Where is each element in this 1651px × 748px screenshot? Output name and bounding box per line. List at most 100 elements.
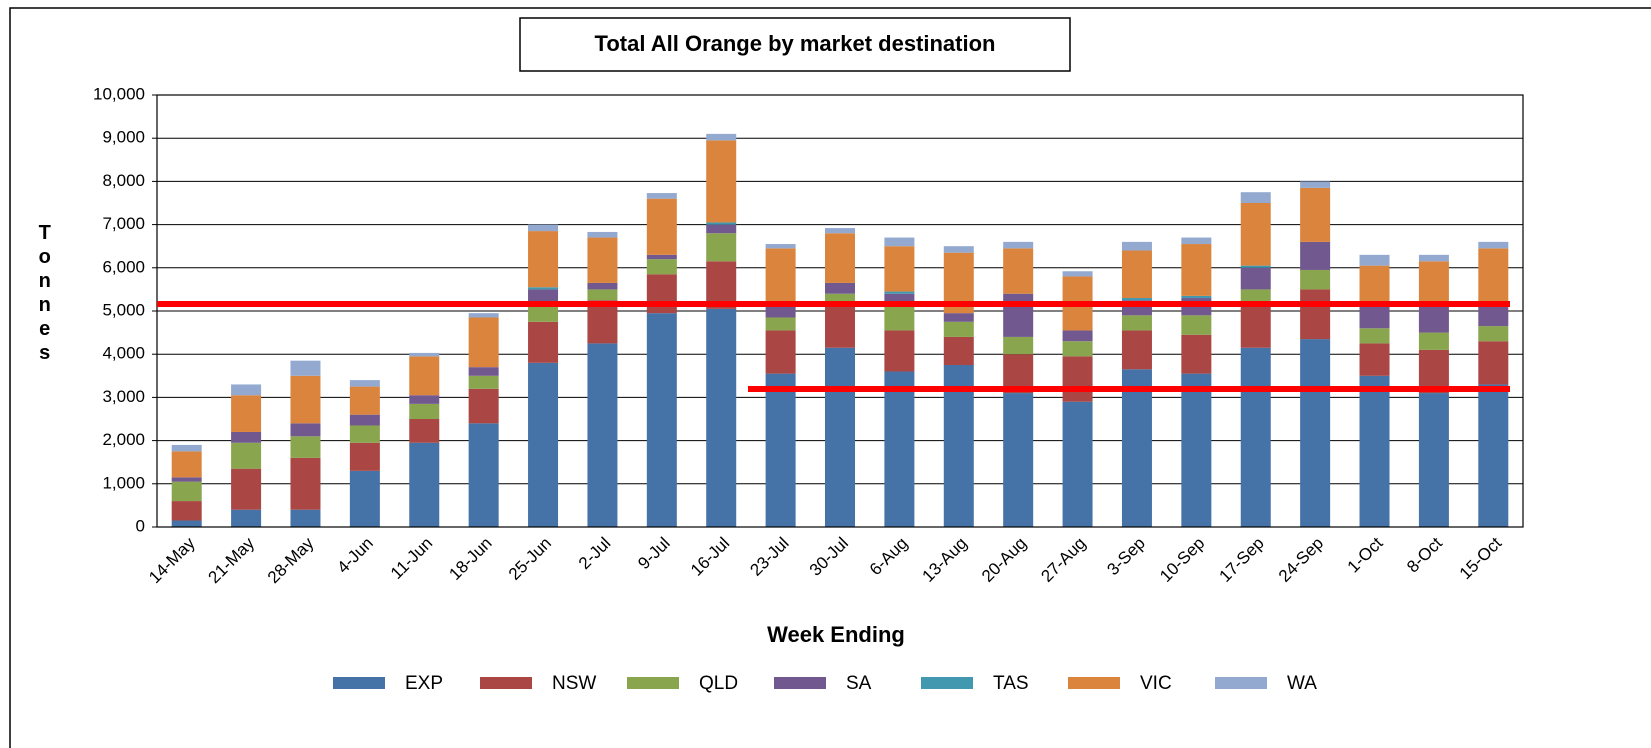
bar-segment [1062, 271, 1093, 277]
y-tick-label: 2,000 [102, 430, 145, 449]
bar-segment [171, 520, 202, 527]
legend-label: QLD [699, 673, 738, 694]
y-tick-label: 5,000 [102, 300, 145, 319]
legend-swatch [921, 677, 973, 689]
legend-label: EXP [405, 673, 443, 694]
y-tick-label: 4,000 [102, 344, 145, 363]
bar-segment [884, 371, 915, 527]
bar-segment [1003, 393, 1034, 527]
bar-segment [706, 140, 737, 223]
y-tick-label: 3,000 [102, 387, 145, 406]
bar-segment [1240, 192, 1271, 203]
bar-segment [646, 313, 677, 527]
y-tick-label: 0 [136, 516, 145, 535]
bar-segment [1062, 401, 1093, 527]
bar-segment [1181, 237, 1212, 245]
bar-segment [468, 313, 499, 318]
bar-segment [884, 306, 915, 331]
bar-segment [706, 261, 737, 309]
bar-segment [409, 442, 440, 527]
bar-segment [1121, 250, 1152, 299]
bar-segment [1300, 289, 1331, 340]
bar-segment [587, 343, 618, 527]
bar-segment [231, 509, 262, 527]
bar-segment [1478, 248, 1509, 307]
bar-segment [528, 287, 559, 290]
bar-segment [1478, 306, 1509, 327]
bar-segment [825, 302, 855, 348]
bar-segment [1418, 349, 1449, 394]
bar-segment [1062, 341, 1093, 357]
bar-segment [1478, 341, 1509, 385]
bar-segment [231, 468, 262, 510]
bar-segment [290, 509, 321, 527]
bar-segment [1121, 241, 1152, 251]
bar-segment [943, 336, 974, 365]
bar-segment [587, 282, 618, 290]
legend-swatch [1068, 677, 1120, 689]
bar-segment [290, 360, 321, 376]
bar-segment [290, 423, 321, 437]
bar-segment [231, 395, 262, 432]
bar-segment [468, 375, 499, 389]
y-tick-label: 6,000 [102, 257, 145, 276]
bar-segment [706, 133, 737, 141]
bar-segment [349, 425, 380, 443]
bar-segment [409, 419, 440, 443]
bar-segment [171, 477, 202, 482]
bar-segment [528, 362, 559, 527]
bar-segment [349, 386, 380, 415]
bar-segment [646, 193, 677, 199]
bar-segment [1240, 267, 1271, 290]
bar-segment [706, 224, 737, 234]
bar-segment [765, 317, 796, 331]
bar-segment [1478, 241, 1509, 249]
bar-segment [349, 380, 380, 387]
bar-segment [1062, 330, 1093, 342]
bar-segment [1300, 187, 1331, 242]
bar-segment [1003, 336, 1034, 355]
bar-segment [1418, 302, 1449, 333]
bar-segment [1240, 265, 1271, 268]
bar-segment [349, 414, 380, 426]
y-tick-label: 10,000 [93, 84, 145, 103]
bar-segment [171, 481, 202, 502]
bar-segment [1181, 373, 1212, 527]
bar-segment [765, 306, 796, 318]
bar-segment [587, 300, 618, 344]
legend-swatch [333, 677, 385, 689]
bar-segment [231, 431, 262, 443]
bar-segment [1181, 334, 1212, 374]
bar-segment [884, 330, 915, 372]
legend-label: WA [1287, 673, 1317, 694]
bar-segment [1359, 265, 1390, 305]
bar-segment [825, 347, 855, 527]
bar-segment [468, 423, 499, 527]
legend-swatch [480, 677, 532, 689]
bar-segment [943, 321, 974, 337]
legend-swatch [774, 677, 826, 689]
bar-segment [587, 237, 618, 283]
bar-segment [825, 282, 855, 294]
bar-segment [171, 501, 202, 521]
bar-segment [587, 289, 618, 301]
bar-segment [825, 228, 855, 234]
legend-label: TAS [993, 673, 1029, 694]
y-tick-label: 8,000 [102, 171, 145, 190]
bar-segment [528, 306, 559, 322]
bar-segment [409, 403, 440, 419]
legend-label: NSW [552, 673, 596, 694]
x-axis-label: Week Ending [767, 622, 905, 647]
bar-segment [1181, 295, 1212, 299]
y-tick-label: 9,000 [102, 128, 145, 147]
bar-segment [1359, 328, 1390, 344]
bar-segment [1300, 339, 1331, 527]
bar-segment [1121, 369, 1152, 527]
bar-segment [1003, 248, 1034, 294]
bar-segment [528, 224, 559, 232]
bar-segment [171, 444, 202, 452]
bar-segment [1003, 241, 1034, 249]
bar-segment [468, 317, 499, 368]
y-axis-label: Tonnes [34, 222, 56, 366]
